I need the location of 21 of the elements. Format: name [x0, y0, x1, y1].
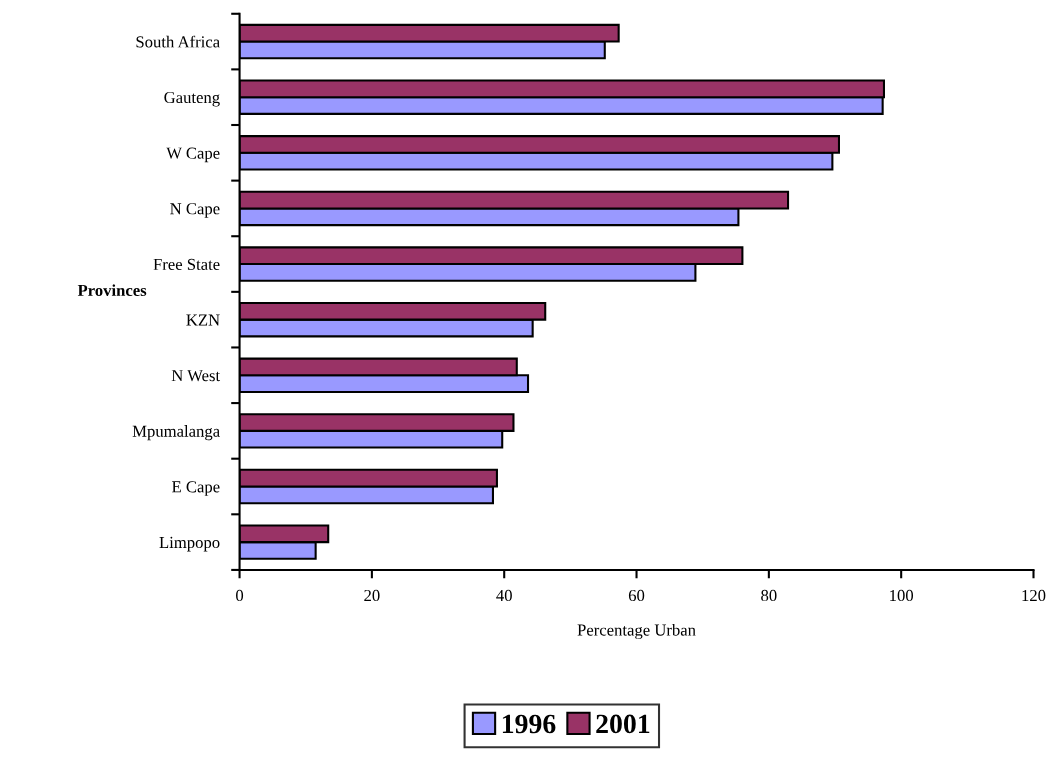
y-tick-label: N West [171, 370, 221, 382]
y-tick-label: South Africa [136, 35, 220, 48]
y-tick-label: Limpopo [159, 536, 220, 552]
x-tick-label: 40 [496, 589, 512, 602]
x-tick-label: 60 [628, 589, 645, 602]
x-tick-label: 20 [364, 589, 380, 602]
x-tick-label: 80 [761, 589, 777, 602]
x-tick-label: 120 [1022, 589, 1046, 602]
x-tick-label: 100 [890, 589, 914, 602]
y-axis-title: Provinces [77, 284, 147, 297]
y-tick-label: Mpumalanga [132, 425, 220, 441]
y-tick-label: KZN [186, 314, 220, 326]
y-tick-label: N Cape [170, 203, 220, 218]
legend-label: 2001 [596, 714, 650, 734]
legend-label: 1996 [502, 714, 556, 734]
y-tick-label: Free State [153, 258, 220, 270]
y-tick-label: Gauteng [164, 91, 220, 107]
y-tick-label: W Cape [166, 147, 220, 163]
x-tick-label: 0 [236, 589, 244, 602]
x-axis-title: Percentage Urban [577, 623, 696, 640]
y-tick-label: E Cape [172, 481, 220, 496]
